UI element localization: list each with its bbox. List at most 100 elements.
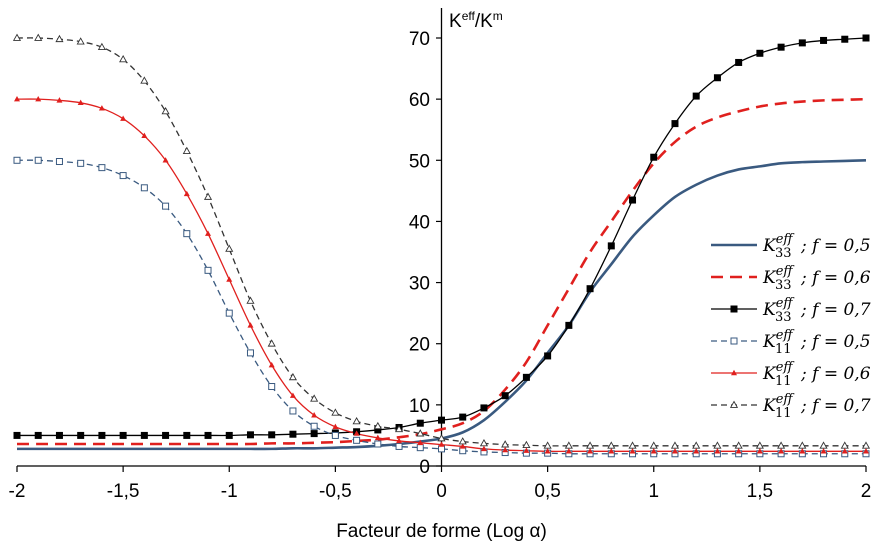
data-point-series-3 xyxy=(692,92,700,100)
data-point-series-5 xyxy=(799,448,806,454)
data-point-series-4 xyxy=(416,444,424,452)
data-point-series-4 xyxy=(225,309,233,317)
x-tick-label: -1,5 xyxy=(107,481,140,502)
data-point-series-5 xyxy=(374,434,381,441)
data-point-series-3 xyxy=(13,431,21,439)
data-point-series-4 xyxy=(13,156,21,164)
data-point-series-3 xyxy=(55,431,63,439)
data-point-series-5 xyxy=(289,392,296,398)
data-point-series-3 xyxy=(438,416,445,424)
data-point-series-6 xyxy=(76,37,85,45)
data-point-series-3 xyxy=(671,120,679,128)
data-point-series-4 xyxy=(77,159,85,167)
data-point-series-3 xyxy=(480,404,488,412)
data-point-series-3 xyxy=(756,49,764,57)
data-point-series-4 xyxy=(98,164,106,172)
data-point-series-6 xyxy=(819,441,828,449)
data-point-series-5 xyxy=(841,448,848,454)
data-point-series-5 xyxy=(332,423,339,430)
data-point-series-5 xyxy=(77,99,84,106)
y-tick-label: 30 xyxy=(409,274,430,295)
legend-marker-4 xyxy=(730,337,738,345)
data-point-series-5 xyxy=(863,448,869,454)
data-point-series-5 xyxy=(14,95,20,102)
data-point-series-5 xyxy=(226,276,233,282)
data-point-series-5 xyxy=(311,412,318,418)
data-point-series-6 xyxy=(203,192,213,200)
y-tick-label: 50 xyxy=(409,151,430,172)
data-point-series-4 xyxy=(204,266,212,274)
data-point-series-3 xyxy=(777,43,785,51)
series-line-6 xyxy=(16,37,866,447)
data-point-series-5 xyxy=(247,322,254,328)
data-point-series-3 xyxy=(841,35,849,43)
legend-marker-3 xyxy=(730,305,738,313)
data-point-series-3 xyxy=(862,34,870,42)
data-point-series-5 xyxy=(608,448,615,454)
data-point-series-6 xyxy=(267,339,276,347)
data-point-series-6 xyxy=(543,441,552,449)
data-point-series-5 xyxy=(120,115,127,121)
data-point-series-6 xyxy=(649,441,658,449)
data-point-series-3 xyxy=(544,352,552,360)
data-point-series-6 xyxy=(352,416,361,425)
x-axis-label: Facteur de forme (Log α) xyxy=(336,521,547,542)
data-point-series-5 xyxy=(162,157,169,163)
legend-label-3: Keff 33; f = 0,7 xyxy=(762,296,871,325)
data-point-series-3 xyxy=(713,74,721,82)
data-point-series-6 xyxy=(628,441,637,449)
data-point-series-5 xyxy=(459,443,466,449)
data-point-series-6 xyxy=(734,441,743,449)
data-point-series-3 xyxy=(34,431,42,439)
data-point-series-6 xyxy=(225,244,234,252)
data-point-series-6 xyxy=(55,34,64,43)
x-tick-label: 2 xyxy=(861,481,872,502)
x-tick-label: -0,5 xyxy=(319,481,352,502)
data-point-series-3 xyxy=(565,321,573,329)
data-point-series-5 xyxy=(735,448,742,454)
data-point-series-6 xyxy=(246,296,255,304)
data-point-series-6 xyxy=(182,146,191,154)
legend-marker-5 xyxy=(731,369,737,376)
data-point-series-6 xyxy=(564,441,573,449)
data-point-series-6 xyxy=(501,440,510,448)
y-tick-label: 40 xyxy=(409,212,430,233)
data-point-series-6 xyxy=(12,33,22,41)
data-point-series-6 xyxy=(607,441,616,449)
legend-label-4: Keff 11; f = 0,5 xyxy=(762,328,871,357)
data-point-series-4 xyxy=(353,436,361,444)
data-point-series-6 xyxy=(586,441,595,449)
data-point-series-3 xyxy=(98,431,106,439)
data-point-series-3 xyxy=(459,413,467,421)
x-tick-label: -2 xyxy=(9,481,26,502)
data-point-series-4 xyxy=(140,184,148,192)
data-point-series-6 xyxy=(288,372,297,381)
data-point-series-3 xyxy=(162,431,170,439)
data-point-series-4 xyxy=(162,202,170,210)
data-point-series-6 xyxy=(798,441,807,449)
data-point-series-6 xyxy=(416,429,425,437)
data-point-series-6 xyxy=(458,437,467,445)
data-point-series-5 xyxy=(693,448,700,454)
data-point-series-6 xyxy=(479,438,489,447)
data-point-series-6 xyxy=(713,441,722,449)
x-tick-label: 0 xyxy=(436,481,447,502)
series-line-2 xyxy=(17,97,867,446)
data-point-series-3 xyxy=(225,431,233,439)
x-tick-label: 1 xyxy=(648,481,659,502)
data-point-series-5 xyxy=(523,447,530,453)
data-point-series-6 xyxy=(310,394,319,402)
data-point-series-3 xyxy=(140,431,148,439)
data-point-series-5 xyxy=(205,230,212,236)
data-point-series-4 xyxy=(395,442,403,450)
data-point-series-4 xyxy=(34,156,42,164)
data-point-series-3 xyxy=(374,426,382,434)
data-point-series-6 xyxy=(692,441,701,449)
data-point-series-5 xyxy=(268,361,275,368)
data-point-series-4 xyxy=(183,230,191,238)
legend-label-5: Keff 11; f = 0,6 xyxy=(762,360,871,389)
legend-label-2: Keff 33; f = 0,6 xyxy=(762,264,871,293)
data-point-series-3 xyxy=(119,431,127,439)
data-point-series-4 xyxy=(331,431,339,439)
markers xyxy=(12,33,871,458)
